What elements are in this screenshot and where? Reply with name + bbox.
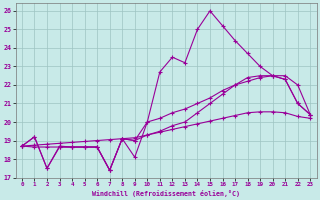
X-axis label: Windchill (Refroidissement éolien,°C): Windchill (Refroidissement éolien,°C) [92,190,240,197]
